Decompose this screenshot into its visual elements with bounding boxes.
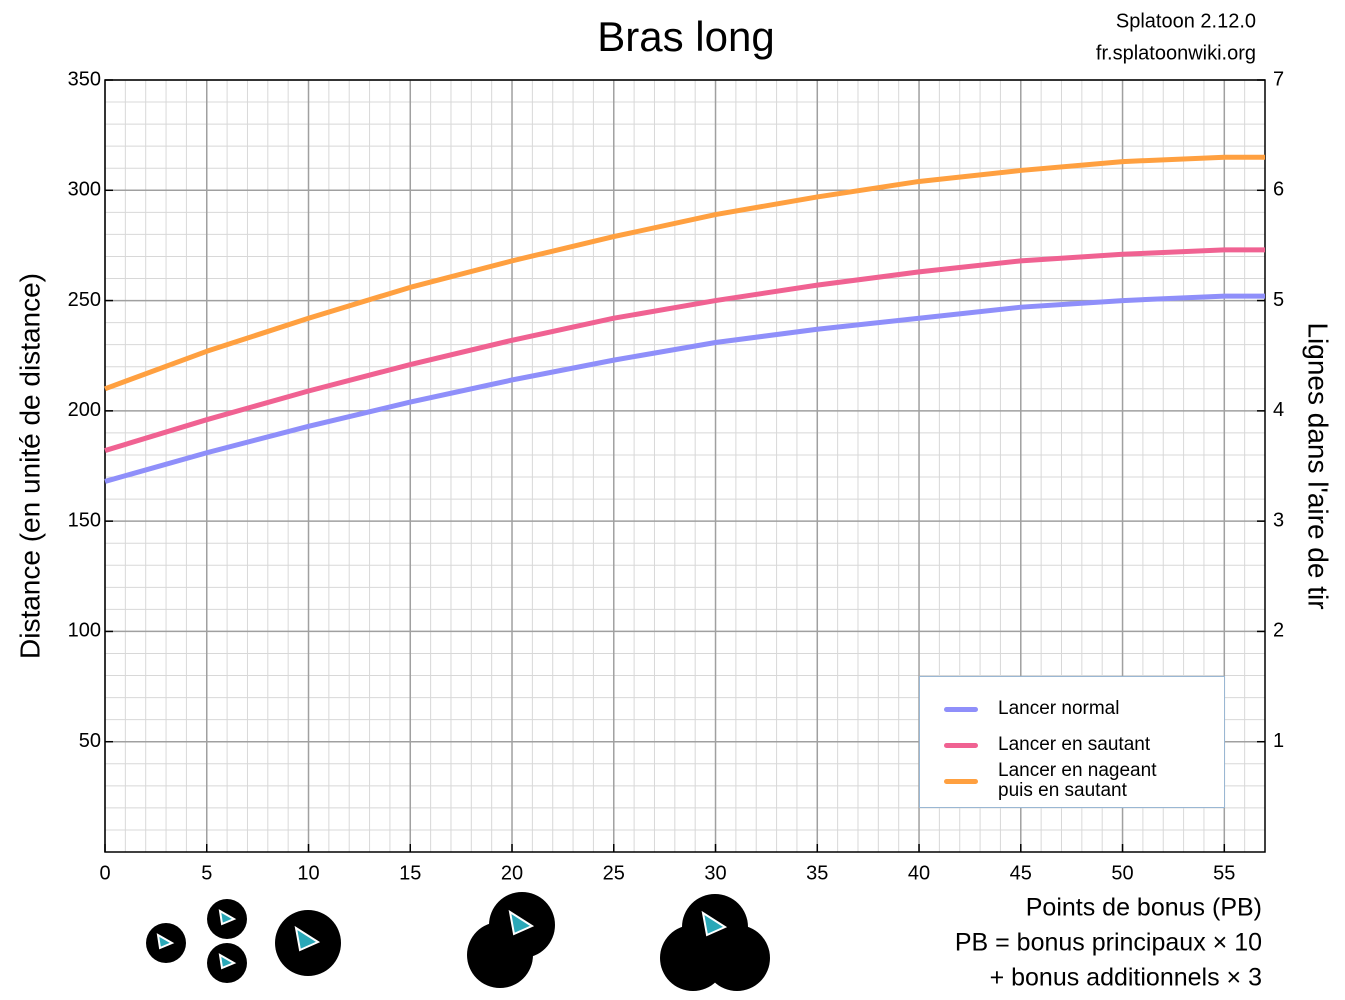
- icons: [146, 892, 770, 991]
- y2-tick-label: 6: [1273, 179, 1284, 201]
- y-tick-label: 300: [68, 179, 101, 201]
- y-tick-label: 150: [68, 509, 101, 531]
- series-line: [104, 154, 1265, 392]
- legend-label: Lancer en sautant: [998, 734, 1151, 755]
- legend-swatch: [944, 778, 978, 784]
- legend-swatch: [944, 742, 978, 748]
- y-tick-label: 100: [68, 620, 101, 642]
- y2-axis-label: Lignes dans l'aire de tir: [1303, 322, 1334, 609]
- y-axis-label: Distance (en unité de distance): [14, 273, 45, 659]
- y2-tick-label: 5: [1273, 289, 1284, 311]
- x-tick-label: 5: [201, 862, 212, 884]
- note: + bonus additionnels × 3: [990, 964, 1262, 992]
- y-tick-label: 200: [68, 399, 101, 421]
- y-tick-label: 350: [68, 68, 101, 90]
- source: Splatoon 2.12.0: [1116, 10, 1256, 32]
- series-line: [104, 293, 1265, 484]
- legend-entry: Lancer en sautant: [944, 727, 1224, 763]
- legend-entry: Lancer normal: [944, 691, 1224, 727]
- x-tick-label: 0: [99, 862, 110, 884]
- x-tick-label: 50: [1111, 862, 1133, 884]
- x-tick-label: 40: [908, 862, 930, 884]
- legend-entry: Lancer en nageant puis en sautant: [944, 760, 1224, 801]
- y2-tick-label: 2: [1273, 620, 1284, 642]
- y-tick-label: 250: [68, 289, 101, 311]
- x-tick-label: 15: [399, 862, 421, 884]
- y2-tick-label: 3: [1273, 509, 1284, 531]
- x-tick-label: 45: [1010, 862, 1032, 884]
- legend-label: Lancer en nageant puis en sautant: [998, 760, 1157, 801]
- legend-label: Lancer normal: [998, 698, 1120, 719]
- series-line: [104, 247, 1265, 453]
- chart-title: Bras long: [597, 13, 774, 60]
- note: PB = bonus principaux × 10: [955, 929, 1262, 957]
- x-axis-label: Points de bonus (PB): [1026, 894, 1262, 922]
- y-tick-label: 50: [79, 730, 101, 752]
- y2-tick-label: 4: [1273, 399, 1284, 421]
- y2-tick-label: 7: [1273, 68, 1284, 90]
- x-tick-label: 30: [704, 862, 726, 884]
- legend-swatch: [944, 706, 978, 712]
- x-tick-label: 10: [297, 862, 319, 884]
- plot-frame: [104, 79, 1266, 853]
- x-tick-label: 20: [501, 862, 523, 884]
- x-tick-label: 35: [806, 862, 828, 884]
- source: fr.splatoonwiki.org: [1096, 42, 1256, 64]
- x-tick-label: 25: [603, 862, 625, 884]
- y2-tick-label: 1: [1273, 730, 1284, 752]
- legend: Lancer normal Lancer en sautant Lancer en …: [919, 676, 1225, 808]
- x-tick-label: 55: [1213, 862, 1235, 884]
